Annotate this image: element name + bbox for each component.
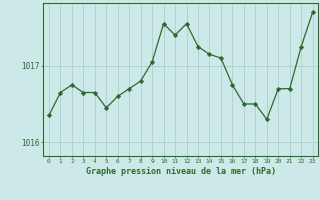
X-axis label: Graphe pression niveau de la mer (hPa): Graphe pression niveau de la mer (hPa) [86, 167, 276, 176]
